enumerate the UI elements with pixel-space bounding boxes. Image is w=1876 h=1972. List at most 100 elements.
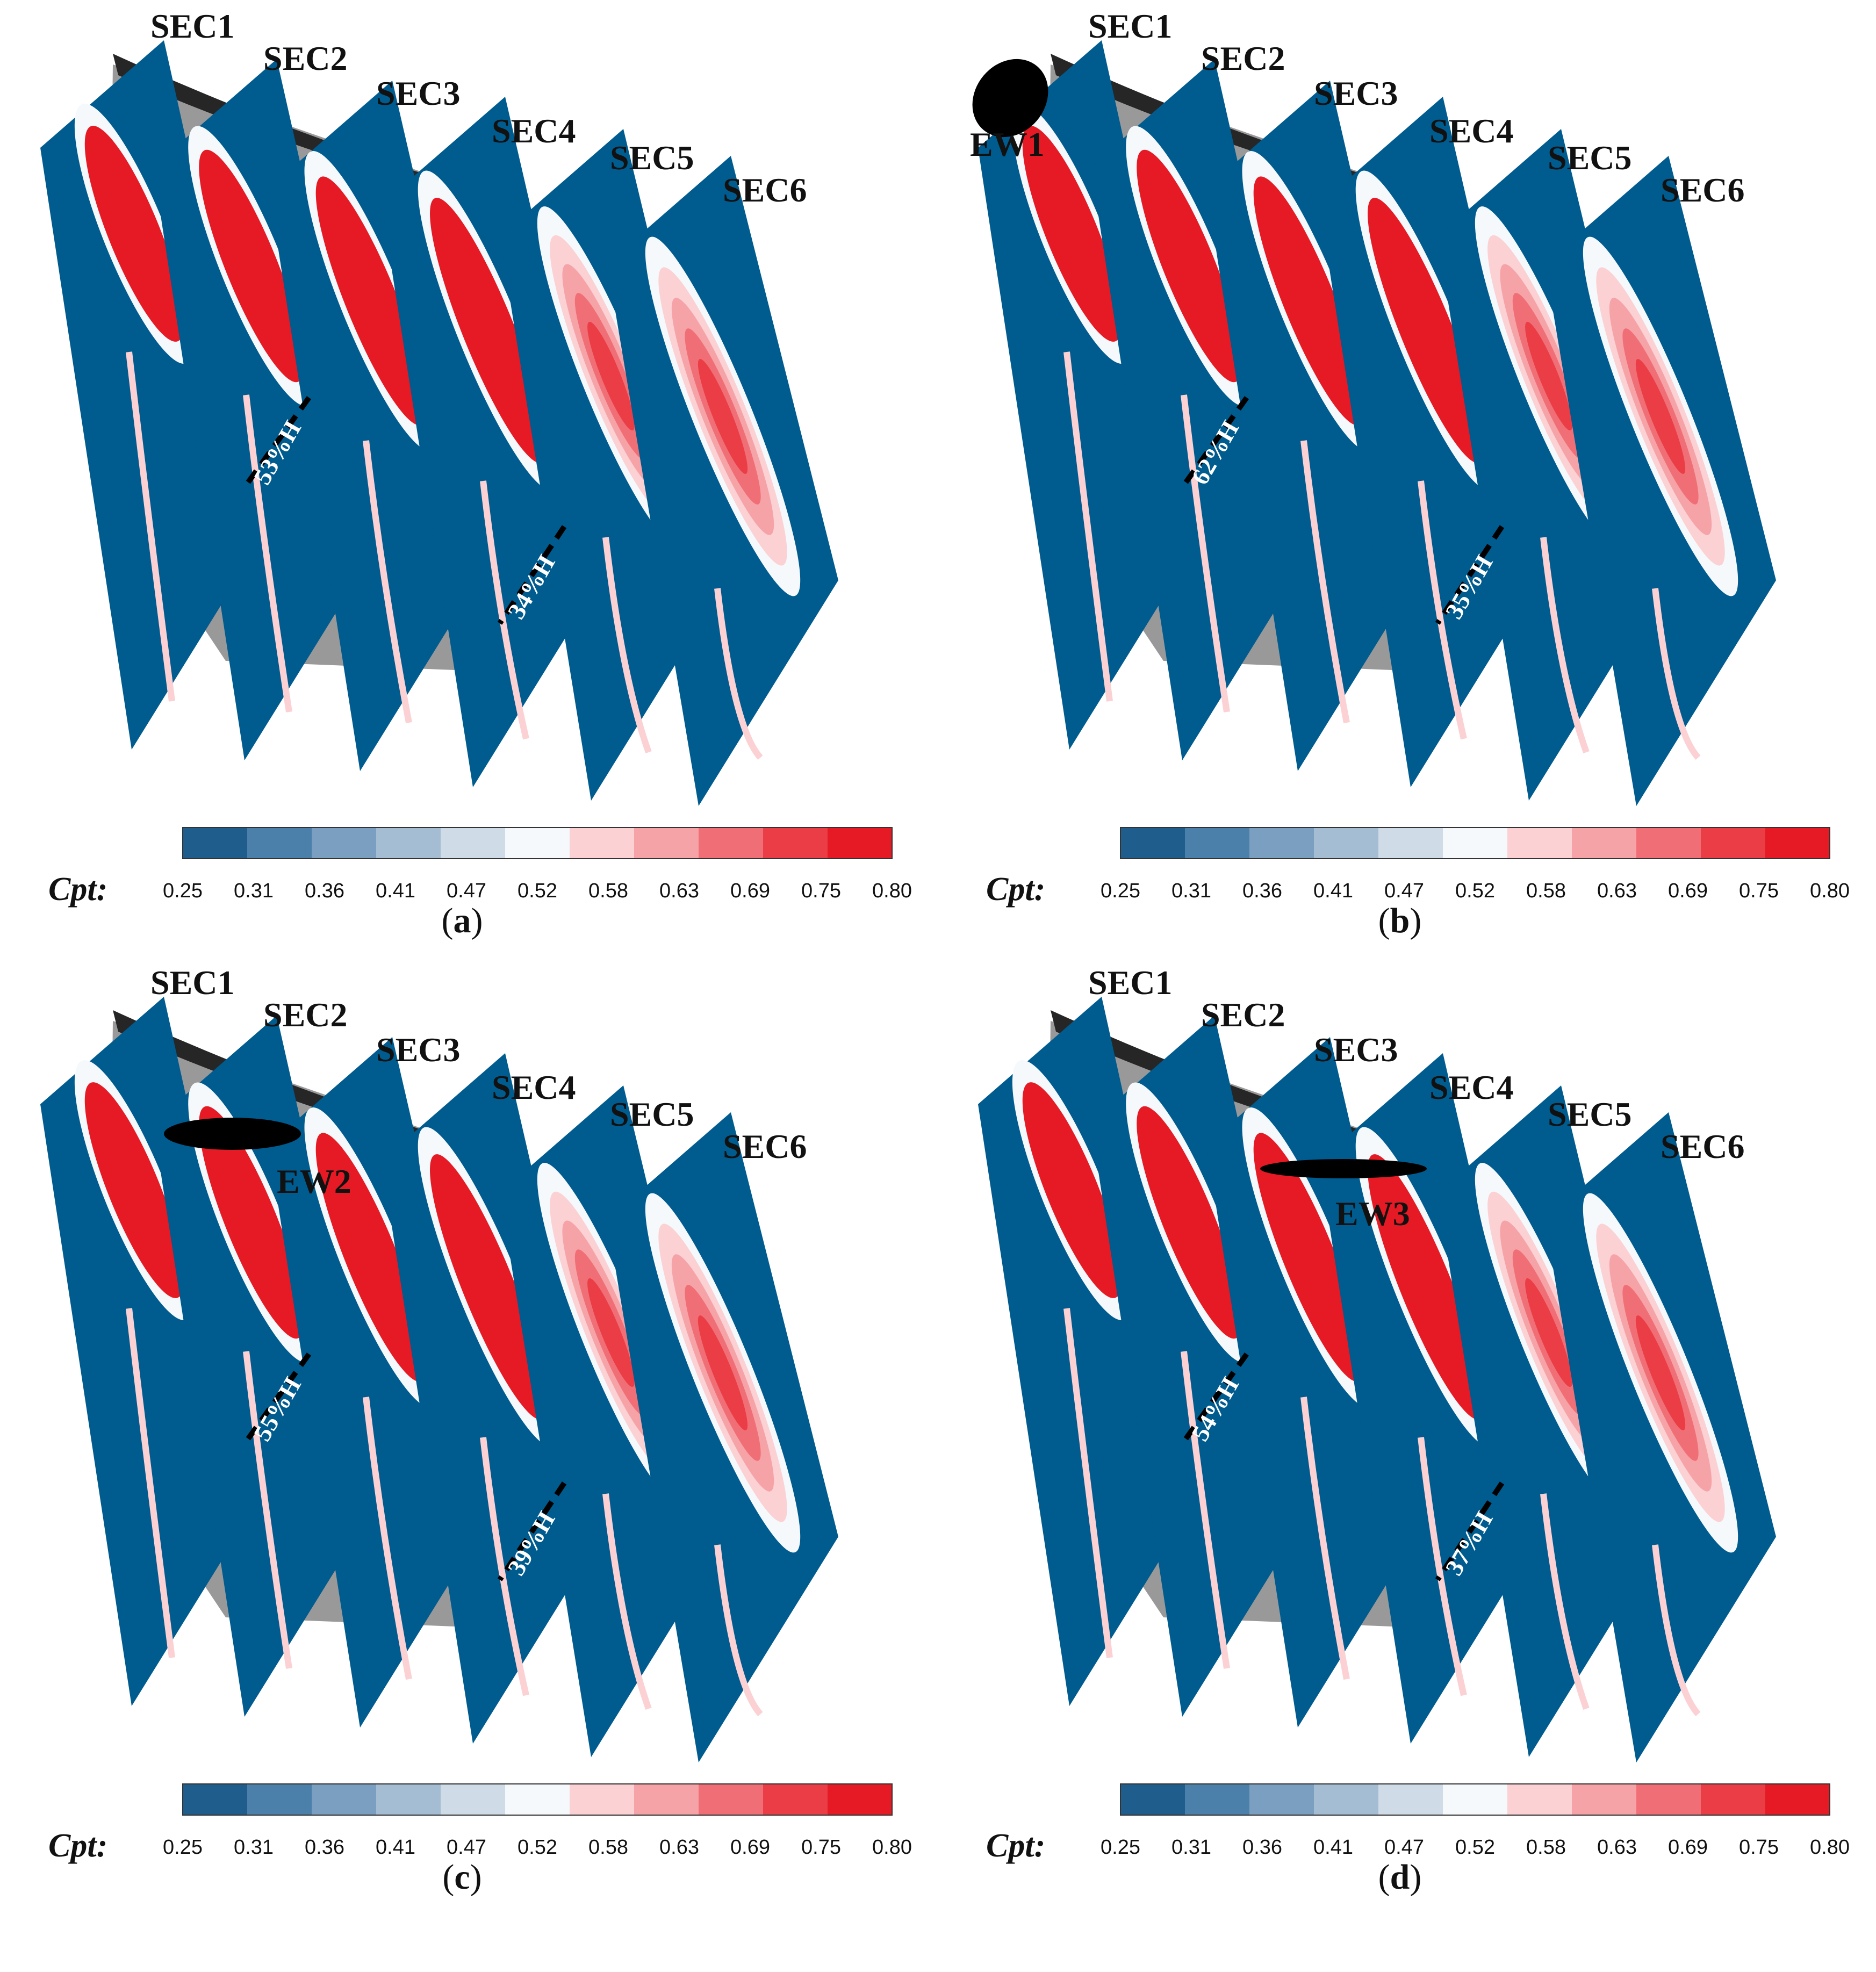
wake-tail (480, 480, 529, 740)
wake-tail (1540, 1493, 1590, 1710)
colorbar-swatch (699, 1784, 764, 1815)
section-plane-sec4 (1319, 97, 1550, 787)
label-sec1: SEC1 (150, 7, 235, 45)
colorbar-swatch (1185, 827, 1250, 859)
label-sec5: SEC5 (1548, 1095, 1632, 1133)
section-plane-sec4 (382, 1053, 613, 1744)
colorbar-swatch (312, 1784, 377, 1815)
panel-caption: (b) (1378, 901, 1422, 940)
colorbar-swatch (441, 827, 506, 859)
wake-tail (1181, 394, 1230, 712)
colorbar-swatch (828, 1784, 893, 1815)
colorbar-swatch (505, 1784, 570, 1815)
colorbar-swatch (570, 827, 635, 859)
colorbar-tick-label: 0.52 (1455, 1836, 1495, 1859)
label-sec5: SEC5 (610, 139, 694, 177)
colorbar-tick-label: 0.58 (1526, 880, 1566, 902)
colorbar: Cpt: 0.25 0.31 0.36 0.41 0.47 0.52 0.58 0.63 0.69… (48, 827, 912, 908)
separation-line (1435, 1481, 1505, 1581)
colorbar-swatch (1507, 827, 1572, 859)
colorbar-swatch (570, 1784, 635, 1815)
loss-core-contour (1022, 126, 1122, 342)
loss-core-contour (1022, 1082, 1122, 1298)
section-plane-sec3 (1206, 1037, 1437, 1728)
wake-tail (363, 440, 412, 724)
panel-caption-letter: a (454, 901, 471, 940)
wake-tail (480, 1437, 529, 1696)
label-sec3: SEC3 (376, 1031, 461, 1069)
colorbar-tick-label: 0.31 (234, 1836, 274, 1859)
loss-core-contour (430, 1154, 547, 1420)
colorbar-tick-label: 0.52 (517, 880, 557, 902)
colorbar-tick-label: 0.41 (1313, 1836, 1353, 1859)
colorbar-swatch (1765, 827, 1830, 859)
loss-core-contour (698, 358, 748, 474)
panel-caption: (d) (1378, 1858, 1422, 1897)
colorbar-tick-label: 0.25 (163, 880, 203, 902)
colorbar-tick-label: 0.36 (1242, 1836, 1282, 1859)
loss-core-contour (1635, 358, 1686, 474)
colorbar-swatch (1120, 1784, 1185, 1815)
colorbar-swatch (1701, 827, 1766, 859)
colorbar: Cpt: 0.25 0.31 0.36 0.41 0.47 0.52 0.58 0.63 0.69… (986, 827, 1850, 908)
label-sec5: SEC5 (1548, 139, 1632, 177)
colorbar-frame (1120, 827, 1830, 859)
colorbar-title: Cpt: (48, 1827, 107, 1864)
panel-caption: (c) (442, 1858, 481, 1897)
label-sec2: SEC2 (1201, 996, 1285, 1034)
colorbar-tick-label: 0.69 (1668, 880, 1708, 902)
colorbar-tick-label: 0.75 (1739, 880, 1779, 902)
wake-tail (1652, 1544, 1701, 1717)
loss-core-contour (84, 126, 184, 342)
label-sec1: SEC1 (1088, 7, 1173, 45)
loss-core-contour (199, 1106, 304, 1339)
section-plane-sec4 (1319, 1053, 1550, 1744)
separation-line (245, 396, 312, 485)
label-endwall-feature: EW1 (970, 125, 1045, 163)
colorbar-tick-label: 0.63 (1597, 1836, 1637, 1859)
colorbar-tick-label: 0.36 (305, 880, 344, 902)
loss-core-contour (587, 321, 635, 431)
label-sec5: SEC5 (610, 1095, 694, 1133)
loss-core-contour (1635, 1315, 1686, 1431)
loss-core-contour (1525, 1278, 1572, 1387)
label-endwall-feature: EW2 (277, 1162, 351, 1200)
colorbar-swatch (763, 1784, 828, 1815)
colorbar: Cpt: 0.25 0.31 0.36 0.41 0.47 0.52 0.58 0.63 0.69… (48, 1783, 912, 1864)
label-sec4: SEC4 (492, 1068, 576, 1106)
colorbar-swatch (1507, 1784, 1572, 1815)
colorbar-swatch (1701, 1784, 1766, 1815)
wake-tail (1063, 1308, 1113, 1658)
colorbar-tick-label: 0.58 (588, 1836, 628, 1859)
colorbar-swatch (1636, 1784, 1701, 1815)
colorbar-tick-label: 0.69 (730, 880, 770, 902)
section-plane-sec6 (1545, 1112, 1776, 1762)
section-plane-sec2 (1091, 1016, 1322, 1717)
label-sec6: SEC6 (723, 1127, 807, 1165)
colorbar-tick-label: 0.41 (376, 880, 415, 902)
colorbar-swatch (634, 1784, 699, 1815)
wake-tail (126, 351, 175, 702)
colorbar-swatch (1314, 1784, 1379, 1815)
colorbar-swatch (1314, 827, 1379, 859)
section-plane-sec3 (269, 1037, 500, 1728)
colorbar-frame (182, 1783, 893, 1816)
label-sec3: SEC3 (376, 74, 461, 112)
colorbar-swatch (247, 1784, 312, 1815)
loss-core-contour (315, 176, 427, 426)
colorbar-tick-label: 0.69 (730, 1836, 770, 1859)
separation-line (1182, 1352, 1249, 1442)
colorbar-tick-label: 0.75 (801, 880, 841, 902)
wake-tail (243, 394, 292, 712)
loss-core-contour (1253, 176, 1365, 426)
wake-tail (1418, 480, 1467, 740)
section-plane-sec1 (978, 40, 1209, 750)
loss-core-contour (698, 1315, 748, 1431)
section-plane-sec6 (1545, 156, 1776, 806)
label-endwall-feature: EW3 (1335, 1194, 1410, 1233)
colorbar-swatch (1572, 1784, 1637, 1815)
